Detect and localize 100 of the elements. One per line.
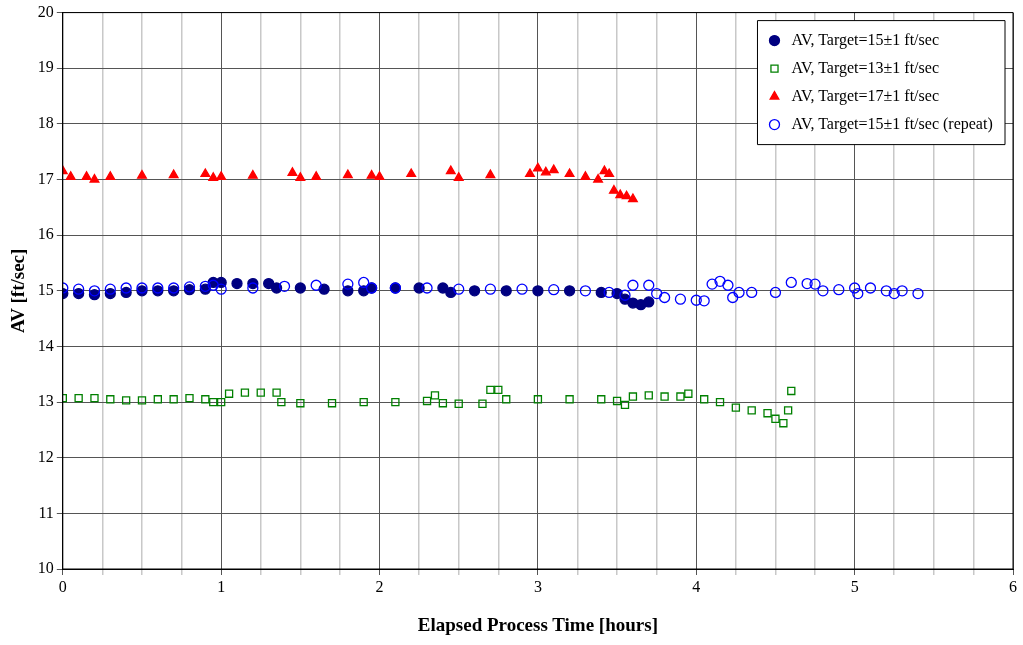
point [706, 278, 718, 290]
point [421, 282, 433, 294]
point [486, 385, 495, 395]
point [438, 399, 448, 408]
point [896, 285, 908, 297]
point [296, 399, 305, 408]
point [502, 395, 511, 404]
point [651, 287, 663, 300]
point [185, 394, 194, 403]
point [342, 278, 354, 290]
point [597, 395, 606, 404]
point [121, 396, 131, 405]
point [120, 282, 132, 294]
point [848, 282, 861, 294]
point [619, 289, 631, 301]
legend-label: AV, Target=17±1 ft/sec [791, 86, 939, 105]
point [311, 171, 322, 180]
y-tick-label: 10 [37, 559, 54, 577]
point [74, 394, 83, 403]
point [684, 389, 693, 398]
point [746, 286, 758, 299]
point [104, 283, 116, 295]
point [532, 162, 543, 172]
point [240, 388, 250, 397]
y-tick-label: 14 [37, 336, 54, 354]
point [563, 285, 576, 297]
legend-label: AV, Target=15±1 ft/sec [791, 30, 939, 49]
x-tick-label: 6 [1009, 577, 1017, 595]
point [595, 286, 607, 299]
point [208, 172, 219, 181]
point [801, 277, 813, 290]
point [580, 171, 591, 180]
point [888, 287, 900, 300]
legend-label: AV, Target=13±1 ft/sec [791, 58, 939, 77]
point [106, 395, 115, 404]
point [621, 190, 632, 200]
point [817, 285, 829, 297]
point [277, 397, 286, 407]
point [722, 279, 734, 291]
point [627, 193, 638, 203]
point [294, 282, 306, 294]
point [644, 391, 653, 400]
point [733, 286, 745, 299]
point [374, 171, 385, 180]
point [310, 279, 322, 291]
y-tick-label: 15 [37, 281, 54, 298]
point [548, 164, 559, 174]
point [608, 185, 619, 194]
point [216, 397, 226, 407]
point [256, 388, 265, 397]
point [715, 397, 725, 407]
point [564, 168, 575, 178]
point [137, 169, 147, 179]
point [769, 286, 782, 299]
point [215, 283, 227, 295]
x-tick-label: 0 [58, 577, 67, 595]
point [579, 285, 592, 297]
point [779, 419, 788, 428]
point [783, 406, 793, 415]
point [714, 275, 726, 287]
point [295, 172, 306, 181]
point [593, 173, 604, 183]
point [342, 169, 353, 179]
point [912, 287, 924, 300]
point [406, 168, 417, 178]
point [494, 385, 503, 395]
y-tick-label: 12 [37, 447, 54, 465]
point [620, 400, 630, 410]
point [700, 395, 709, 404]
x-axis-title: Elapsed Process Time [hours] [417, 613, 658, 635]
point [565, 395, 574, 404]
y-tick-label: 17 [37, 169, 54, 187]
point [200, 168, 211, 178]
point [453, 283, 465, 295]
point [612, 396, 622, 406]
y-tick-label: 16 [37, 225, 54, 243]
y-tick-label: 18 [37, 114, 54, 132]
point [430, 391, 440, 400]
point [358, 276, 370, 289]
point [525, 168, 535, 178]
point [287, 167, 298, 176]
point [231, 277, 243, 290]
point [81, 171, 92, 180]
point [153, 395, 163, 404]
point [391, 397, 400, 407]
point [731, 403, 741, 412]
point [727, 291, 739, 304]
point [88, 285, 101, 297]
point [278, 280, 291, 292]
point [272, 388, 281, 397]
point [771, 414, 780, 423]
x-tick-label: 5 [850, 577, 859, 595]
point [603, 286, 615, 299]
point [676, 392, 685, 401]
point [660, 392, 669, 401]
point [516, 283, 528, 295]
point [224, 389, 234, 398]
point [548, 284, 560, 296]
point [809, 278, 821, 290]
point [359, 397, 368, 407]
